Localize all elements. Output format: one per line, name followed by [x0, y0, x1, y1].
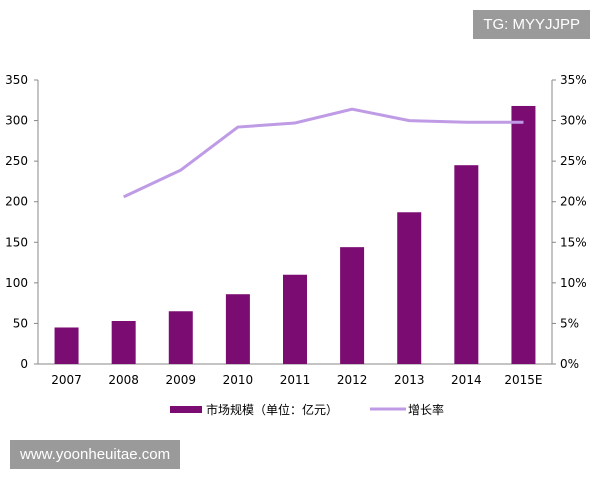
bar	[397, 212, 422, 364]
bar	[111, 320, 136, 364]
left-tick-label: 300	[5, 114, 28, 128]
right-tick-label: 15%	[560, 235, 587, 249]
x-tick-label: 2008	[108, 373, 139, 387]
x-tick-label: 2007	[51, 373, 82, 387]
x-tick-label: 2010	[223, 373, 254, 387]
bar	[54, 327, 79, 364]
left-tick-label: 100	[5, 276, 28, 290]
bar	[340, 247, 365, 364]
right-tick-label: 0%	[560, 357, 579, 371]
left-tick-label: 50	[13, 316, 28, 330]
left-tick-label: 350	[5, 73, 28, 87]
left-tick-label: 200	[5, 195, 28, 209]
x-tick-label: 2014	[451, 373, 482, 387]
bar	[454, 165, 479, 364]
right-tick-label: 30%	[560, 114, 587, 128]
right-tick-label: 20%	[560, 195, 587, 209]
watermark-bottom: www.yoonheuitae.com	[10, 440, 181, 469]
growth-line	[123, 107, 524, 199]
right-tick-label: 35%	[560, 73, 587, 87]
left-tick-label: 250	[5, 154, 28, 168]
left-tick-label: 150	[5, 235, 28, 249]
legend-bar-swatch	[170, 406, 202, 413]
right-tick-label: 25%	[560, 154, 587, 168]
x-tick-label: 2015E	[504, 373, 542, 387]
x-tick-label: 2013	[394, 373, 425, 387]
legend-bar-label: 市场规模（单位：亿元）	[206, 402, 338, 417]
x-tick-label: 2011	[280, 373, 311, 387]
left-tick-label: 0	[20, 357, 28, 371]
bar	[283, 274, 307, 364]
right-tick-label: 10%	[560, 276, 587, 290]
right-tick-label: 5%	[560, 316, 579, 330]
x-tick-label: 2012	[337, 373, 368, 387]
bar	[168, 311, 193, 364]
bar	[511, 105, 536, 365]
legend-line-label: 增长率	[408, 402, 444, 417]
bar	[225, 294, 250, 364]
watermark-top: TG: MYYJJPP	[473, 10, 590, 39]
x-tick-label: 2009	[166, 373, 197, 387]
